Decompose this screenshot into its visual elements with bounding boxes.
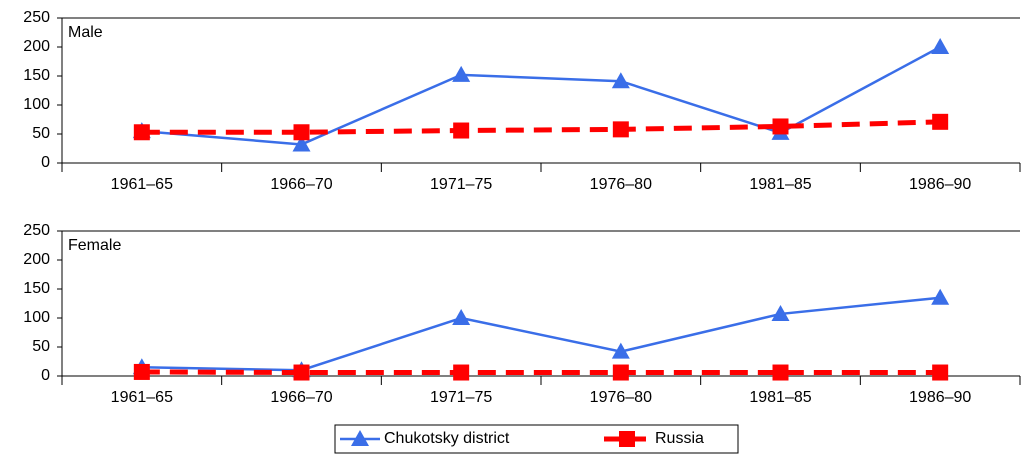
- y-tick-label: 0: [41, 154, 50, 171]
- y-tick-label: 250: [23, 9, 50, 26]
- marker: [612, 121, 629, 138]
- y-tick-label: 50: [32, 338, 50, 355]
- x-tick-label: 1961–65: [111, 389, 173, 406]
- x-tick-label: 1986–90: [909, 389, 971, 406]
- series-line: [141, 45, 941, 146]
- marker: [133, 363, 150, 380]
- x-tick-label: 1981–85: [749, 389, 811, 406]
- marker: [931, 38, 950, 54]
- y-tick-label: 150: [23, 67, 50, 84]
- y-tick-label: 150: [23, 280, 50, 297]
- x-tick-label: 1971–75: [430, 389, 492, 406]
- marker: [293, 124, 310, 141]
- legend-marker: [619, 431, 635, 447]
- y-tick-label: 0: [41, 367, 50, 384]
- series-line: [141, 296, 941, 372]
- y-tick-label: 200: [23, 251, 50, 268]
- legend-label: Chukotsky district: [384, 430, 510, 447]
- marker: [772, 118, 789, 135]
- marker: [931, 288, 950, 305]
- x-tick-label: 1971–75: [430, 176, 492, 193]
- marker: [292, 135, 311, 152]
- x-tick-label: 1981–85: [749, 176, 811, 193]
- marker: [771, 304, 790, 321]
- x-tick-label: 1986–90: [909, 176, 971, 193]
- marker: [772, 364, 789, 381]
- y-tick-label: 100: [23, 309, 50, 326]
- chart-title: Male: [68, 24, 103, 41]
- y-tick-label: 250: [23, 222, 50, 239]
- marker: [133, 124, 150, 141]
- legend-label: Russia: [655, 430, 704, 447]
- x-tick-label: 1966–70: [270, 389, 332, 406]
- marker: [453, 122, 470, 139]
- x-tick-label: 1966–70: [270, 176, 332, 193]
- marker: [452, 65, 471, 82]
- marker: [611, 72, 630, 89]
- legend-marker: [351, 430, 369, 446]
- marker: [453, 364, 470, 381]
- y-tick-label: 100: [23, 96, 50, 113]
- series-line: [141, 119, 941, 135]
- marker: [932, 113, 949, 130]
- marker: [932, 364, 949, 381]
- x-tick-label: 1976–80: [590, 176, 652, 193]
- legend-box: [334, 424, 739, 454]
- marker: [611, 342, 630, 359]
- y-tick-label: 50: [32, 125, 50, 142]
- x-tick-label: 1961–65: [111, 176, 173, 193]
- marker: [612, 364, 629, 381]
- marker: [293, 364, 310, 381]
- x-tick-label: 1976–80: [590, 389, 652, 406]
- series-line: [141, 369, 941, 376]
- y-tick-label: 200: [23, 38, 50, 55]
- chart-title: Female: [68, 237, 121, 254]
- marker: [452, 309, 471, 325]
